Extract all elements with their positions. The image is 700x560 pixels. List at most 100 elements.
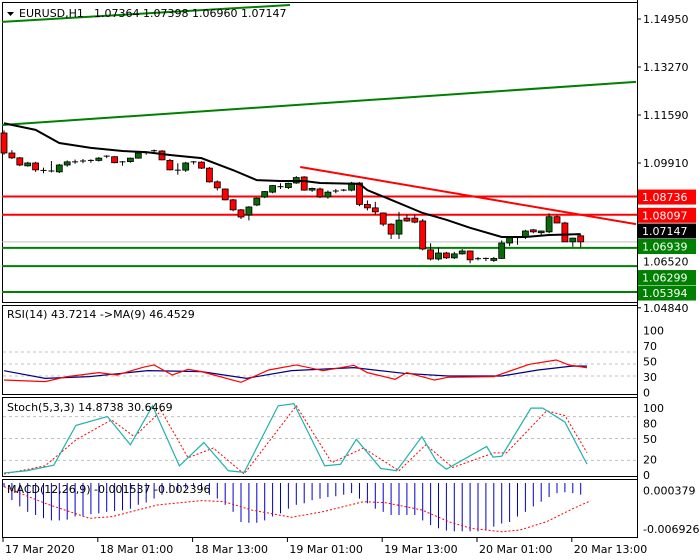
candle — [427, 243, 435, 261]
macd-panel[interactable] — [2, 479, 638, 538]
candle — [577, 234, 585, 248]
candle — [237, 208, 245, 219]
candle-body — [127, 157, 134, 162]
candle — [166, 158, 174, 171]
candle — [371, 201, 379, 215]
candle — [395, 211, 403, 239]
level-label-bg — [638, 239, 696, 255]
candle-body — [300, 176, 308, 191]
ohlc-readout: 1.07364 1.07398 1.06960 1.07147 — [94, 7, 286, 20]
price-tick-label: 1.11590 — [643, 109, 689, 122]
candle-body — [269, 185, 277, 193]
candle — [458, 248, 466, 255]
candle — [87, 159, 94, 163]
candle — [300, 176, 308, 191]
time-label: 17 Mar 2020 — [5, 543, 75, 556]
candle-body — [442, 252, 450, 259]
level-label-bg — [638, 207, 696, 223]
candle — [482, 257, 489, 261]
candle — [561, 221, 569, 243]
candle — [324, 190, 332, 199]
candle — [24, 161, 32, 167]
candle-body — [182, 162, 190, 171]
dropdown-triangle-icon[interactable] — [7, 12, 14, 16]
candle-body — [95, 157, 103, 161]
time-axis: 17 Mar 2020 18 Mar 01:00 18 Mar 13:00 19 Ma… — [2, 538, 647, 556]
candle — [95, 156, 103, 162]
candle-body — [158, 150, 166, 161]
candle-body — [458, 250, 466, 255]
level-label: 1.06299 — [642, 272, 688, 285]
level-label: 1.08097 — [642, 209, 688, 222]
time-label: 20 Mar 13:00 — [574, 543, 647, 556]
rsi-tick-label: 0 — [643, 386, 650, 399]
candle — [284, 182, 292, 189]
candle — [340, 188, 347, 192]
stoch-title: Stoch(5,3,3) 14.8738 30.6469 — [7, 401, 173, 414]
candle — [245, 206, 253, 221]
current-price-label-bg — [638, 223, 696, 239]
candle — [545, 213, 553, 234]
stoch-tick-label: 0 — [643, 469, 650, 482]
macd-signal-line — [3, 486, 589, 533]
candle — [55, 163, 63, 173]
candle-body — [205, 167, 213, 183]
candle-body — [466, 250, 474, 261]
candle-body — [166, 160, 174, 171]
level-label-bg — [638, 285, 696, 301]
candle — [450, 251, 458, 259]
candle — [569, 237, 577, 247]
candle — [80, 158, 86, 164]
candle — [316, 187, 324, 199]
candle-body — [419, 220, 427, 250]
candle-body — [16, 157, 24, 166]
candle — [111, 156, 118, 164]
candle — [403, 214, 411, 222]
candle — [174, 163, 181, 175]
candle-body — [253, 197, 261, 206]
rsi-panel[interactable] — [2, 305, 638, 395]
candle-body — [198, 161, 205, 169]
time-label: 18 Mar 13:00 — [195, 543, 268, 556]
candle-body — [24, 162, 32, 167]
current-price-label: 1.07147 — [642, 225, 688, 238]
candle-body — [221, 188, 229, 201]
candle — [419, 218, 427, 251]
chart-header: EURUSD,H1 1.07364 1.07398 1.06960 1.0714… — [7, 7, 286, 20]
candle — [490, 256, 498, 262]
candle — [229, 198, 237, 212]
rsi-title: RSI(14) 43.7214 ->MA(9) 46.4529 — [7, 308, 195, 321]
rsi-tick-label: 100 — [643, 324, 664, 337]
candle-body — [8, 152, 16, 159]
price-tick-label: 1.04840 — [643, 302, 689, 315]
candle — [475, 256, 481, 261]
time-label: 20 Mar 01:00 — [479, 543, 552, 556]
candle-body — [577, 235, 585, 243]
rsi-tick-label: 50 — [643, 355, 657, 368]
time-label: 19 Mar 01:00 — [289, 543, 362, 556]
candle — [308, 187, 316, 192]
stochastic-panel[interactable] — [2, 397, 638, 477]
candle-body — [450, 253, 458, 259]
candle — [72, 159, 79, 164]
candle-body — [545, 216, 553, 233]
candle — [158, 150, 166, 161]
main-price-panel[interactable] — [0, 0, 641, 538]
rsi-tick-label: 70 — [643, 340, 657, 353]
candle — [205, 166, 213, 183]
candle — [442, 251, 450, 259]
trendline — [1, 4, 291, 23]
candle-body — [379, 212, 387, 225]
stoch-tick-label: 20 — [643, 454, 657, 467]
macd-tick-label: -0.006926 — [643, 523, 699, 536]
candle — [221, 188, 229, 201]
candle-body — [134, 152, 142, 159]
candle-body — [529, 229, 537, 233]
candle-body — [395, 219, 403, 235]
symbol-label: EURUSD,H1 — [19, 7, 84, 20]
trendline — [1, 80, 637, 126]
time-label: 19 Mar 13:00 — [384, 543, 457, 556]
candle-body — [411, 217, 419, 223]
candle-body — [553, 216, 561, 224]
